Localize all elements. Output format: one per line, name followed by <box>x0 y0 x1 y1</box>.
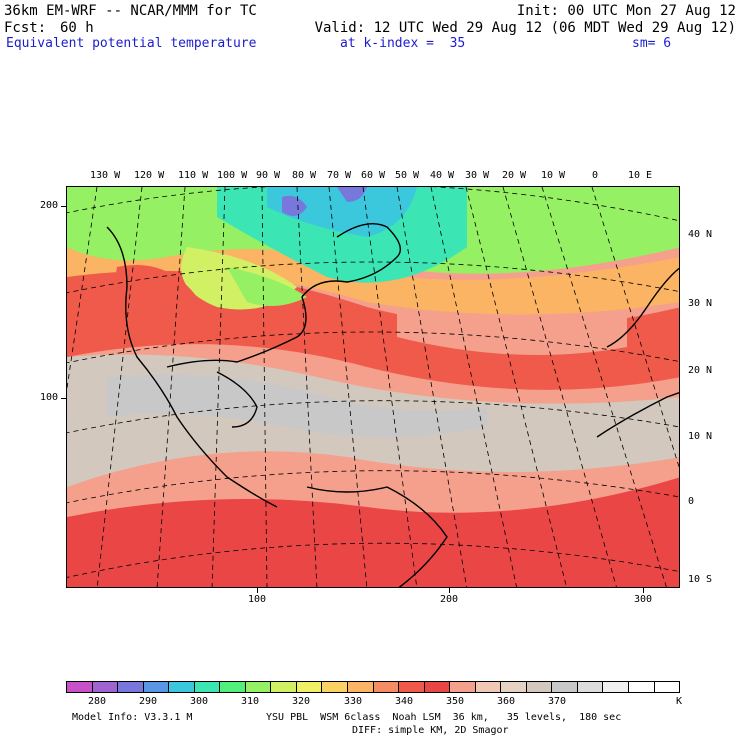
field-name: Equivalent potential temperature <box>6 36 257 51</box>
colorbar-swatch <box>143 682 170 692</box>
colorbar-swatch <box>373 682 400 692</box>
y-grid-label: 200 <box>40 200 59 211</box>
lon-label: 80 W <box>292 170 317 181</box>
colorbar-swatch <box>348 682 374 692</box>
lon-label: 10 W <box>541 170 566 181</box>
colorbar-swatch <box>654 682 680 692</box>
x-grid-label: 200 <box>440 594 459 605</box>
y-grid-label: 100 <box>40 392 59 403</box>
lon-label: 30 W <box>465 170 490 181</box>
colorbar-swatch <box>67 682 93 692</box>
colorbar-swatch <box>552 682 578 692</box>
lakes-green <box>227 267 307 306</box>
color-scale <box>66 681 680 693</box>
init-time: Init: 00 UTC Mon 27 Aug 12 <box>516 3 736 19</box>
forecast-hours: 60 h <box>60 20 94 36</box>
model-info: Model Info: V3.3.1 M <box>72 712 193 723</box>
lon-label: 10 E <box>628 170 653 181</box>
colorbar-label: 320 <box>292 696 311 707</box>
colorbar-swatch <box>322 682 349 692</box>
theta-e-map <box>66 186 680 588</box>
diffusion-info: DIFF: simple KM, 2D Smagor <box>352 725 509 736</box>
colorbar-label: 340 <box>395 696 414 707</box>
lon-label: 130 W <box>90 170 121 181</box>
colorbar-label: 280 <box>88 696 107 707</box>
forecast-label: Fcst: <box>4 20 47 36</box>
gray-band <box>107 374 487 437</box>
cold-purple-spot <box>337 187 367 202</box>
colorbar-swatch <box>220 682 246 692</box>
lon-label: 100 W <box>217 170 248 181</box>
coastlines <box>106 223 679 587</box>
colorbar-swatch <box>296 682 323 692</box>
colorbar-label: 350 <box>446 696 465 707</box>
colorbar-swatch <box>577 682 604 692</box>
valid-time: Valid: 12 UTC Wed 29 Aug 12 (06 MDT Wed … <box>314 20 736 36</box>
x-grid-label: 100 <box>248 594 267 605</box>
lat-label: 0 <box>688 496 695 507</box>
plains-red <box>114 265 197 337</box>
colorbar-swatch <box>194 682 221 692</box>
lon-label: 70 W <box>327 170 352 181</box>
lon-label: 90 W <box>256 170 281 181</box>
colorbar-swatch <box>450 682 476 692</box>
colorbar-unit: K <box>676 696 683 707</box>
colorbar-swatch <box>245 682 272 692</box>
map-graphic <box>67 187 679 587</box>
lon-label: 50 W <box>395 170 420 181</box>
graticule <box>67 187 679 587</box>
lon-label: 0 <box>592 170 599 181</box>
colorbar-label: 300 <box>190 696 209 707</box>
lon-label: 120 W <box>134 170 165 181</box>
colorbar-swatch <box>501 682 527 692</box>
lat-label: 20 N <box>688 365 713 376</box>
level-label: at k-index = 35 <box>340 36 466 51</box>
colorbar-swatch <box>118 682 144 692</box>
model-title: 36km EM-WRF -- NCAR/MMM for TC <box>4 3 257 19</box>
colorbar-swatch <box>526 682 553 692</box>
colorbar-swatch <box>399 682 425 692</box>
colorbar-swatch <box>92 682 119 692</box>
cold-purple-spot <box>282 195 307 216</box>
lat-label: 40 N <box>688 229 713 240</box>
lon-label: 20 W <box>502 170 527 181</box>
colorbar-label: 330 <box>344 696 363 707</box>
colorbar-label: 310 <box>241 696 260 707</box>
lon-label: 110 W <box>178 170 209 181</box>
lon-label: 60 W <box>361 170 386 181</box>
lat-label: 10 N <box>688 431 713 442</box>
smoothing-label: sm= 6 <box>632 36 672 51</box>
atlantic-pink <box>397 307 627 355</box>
physics-info: YSU PBL WSM 6class Noah LSM 36 km, 35 le… <box>266 712 622 723</box>
colorbar-swatch <box>424 682 451 692</box>
colorbar-label: 360 <box>497 696 516 707</box>
tropical-high-region <box>67 477 679 587</box>
colorbar-swatch <box>603 682 630 692</box>
lat-label: 30 N <box>688 298 713 309</box>
lat-label: 10 S <box>688 574 713 585</box>
colorbar-swatch <box>271 682 297 692</box>
x-grid-label: 300 <box>634 594 653 605</box>
colorbar-label: 370 <box>548 696 567 707</box>
lon-label: 40 W <box>430 170 455 181</box>
colorbar-label: 290 <box>139 696 158 707</box>
colorbar-swatch <box>629 682 655 692</box>
colorbar-swatch <box>475 682 502 692</box>
colorbar-swatch <box>169 682 195 692</box>
